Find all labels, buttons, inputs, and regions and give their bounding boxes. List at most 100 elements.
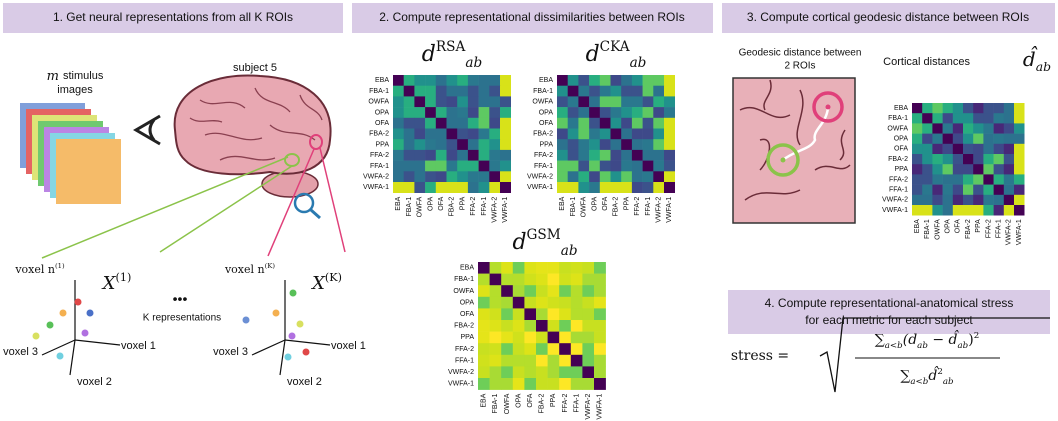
numerator-part: ab <box>917 341 928 351</box>
dhat-label-part: ab <box>1036 59 1051 74</box>
heatmap-cell <box>571 308 583 320</box>
heatmap-cell <box>524 297 536 309</box>
heatmap-cell <box>582 378 594 390</box>
heatmap-cell <box>393 129 404 140</box>
axis-top-label: voxel n(K) <box>224 262 275 276</box>
heatmap-cell <box>548 262 560 274</box>
roi-center <box>826 105 831 110</box>
axis-top-label-part: (K) <box>265 262 276 270</box>
row-label: FFA-1 <box>889 187 908 194</box>
heatmap-cell <box>983 195 994 206</box>
heatmap-cell <box>478 355 490 367</box>
heatmap-cell <box>436 107 447 118</box>
heatmap-cell <box>568 118 579 129</box>
heatmap-cell <box>1014 185 1025 196</box>
heatmap-cell <box>557 107 568 118</box>
point <box>297 321 304 328</box>
heatmap-cell <box>943 113 954 124</box>
heatmap-cell <box>611 161 622 172</box>
row-label: PPA <box>895 166 909 173</box>
row-label: EBA <box>894 105 908 112</box>
heatmap-cell <box>973 134 984 145</box>
heatmap-cell <box>932 174 943 185</box>
col-label: FFA-1 <box>645 197 652 216</box>
heatmap-cell <box>953 134 964 145</box>
heatmap-cell <box>447 171 458 182</box>
heatmap-cell <box>524 308 536 320</box>
heatmap-cell <box>447 118 458 129</box>
heatmap-cell <box>943 103 954 114</box>
heatmap-cell <box>589 150 600 161</box>
heatmap-cell <box>578 171 589 182</box>
heatmap-cell <box>490 274 502 286</box>
link-line <box>320 148 345 252</box>
step4-title: 4. Compute representational-anatomical s… <box>765 296 1014 310</box>
heatmap-cell <box>973 123 984 133</box>
heatmap-cell <box>932 195 943 206</box>
heatmap-cell <box>513 332 525 344</box>
heatmap-cell <box>973 185 984 196</box>
heatmap-cell <box>479 182 490 193</box>
heatmap-cell <box>653 118 664 129</box>
heatmap-cell <box>578 139 589 150</box>
row-label: EBA <box>539 77 553 84</box>
heatmap-cell <box>632 129 643 140</box>
metric-label-part: ab <box>465 55 482 71</box>
heatmap-cell <box>557 86 568 97</box>
heatmap-cell <box>479 107 490 118</box>
heatmap-cell <box>589 182 600 193</box>
heatmap-cell <box>500 161 511 172</box>
heatmap-cell <box>632 86 643 97</box>
axis <box>280 340 285 375</box>
heatmap-cell <box>548 297 560 309</box>
heatmap-cell <box>582 297 594 309</box>
denominator-part: 2 <box>937 367 943 377</box>
row-label: FFA-2 <box>534 152 553 159</box>
heatmap-cell <box>568 139 579 150</box>
point <box>243 317 250 324</box>
heatmap-cell <box>447 139 458 150</box>
heatmap-cell <box>994 154 1005 165</box>
heatmap-cell <box>468 107 479 118</box>
col-label: FFA-1 <box>481 197 488 216</box>
heatmap-cell <box>536 308 548 320</box>
row-label: PPA <box>461 334 475 341</box>
heatmap-cell <box>953 103 964 114</box>
col-label: FBA-1 <box>492 393 499 413</box>
heatmap-cell <box>479 139 490 150</box>
heatmap-cell <box>436 139 447 150</box>
diagram: 1. Get neural representations from all K… <box>0 0 1058 421</box>
point <box>75 299 82 306</box>
matrix-label-part: (1) <box>116 271 132 284</box>
heatmap-cell <box>548 332 560 344</box>
step3-title: 3. Compute cortical geodesic distance be… <box>747 10 1029 24</box>
row-label: EBA <box>460 265 474 272</box>
heatmap-cell <box>536 366 548 378</box>
heatmap-cell <box>932 164 943 175</box>
heatmap-cell <box>611 150 622 161</box>
geodesic-caption: 2 ROIs <box>784 61 815 72</box>
heatmap-cell <box>568 129 579 140</box>
numerator-part: (d <box>903 332 917 348</box>
heatmap-cell <box>643 86 654 97</box>
heatmap-cell <box>404 150 415 161</box>
heatmap-cell <box>536 343 548 355</box>
heatmap-cell <box>436 86 447 97</box>
heatmap-cell <box>963 205 974 216</box>
axis-label: voxel 1 <box>331 340 366 352</box>
heatmap-cell <box>932 144 943 155</box>
heatmap-cell <box>632 118 643 129</box>
roi-center <box>781 158 786 163</box>
heatmap-cell <box>536 262 548 274</box>
col-label: FBA-2 <box>613 197 620 217</box>
heatmap-cell <box>600 139 611 150</box>
row-label: OPA <box>460 299 475 306</box>
heatmap-cell <box>953 123 964 133</box>
heatmap-cell <box>632 161 643 172</box>
row-label: FBA-2 <box>369 131 389 138</box>
heatmap-cell <box>479 171 490 182</box>
heatmap-cell <box>500 139 511 150</box>
eye-pupil <box>150 120 154 140</box>
heatmap-cell <box>582 285 594 297</box>
heatmap-cell <box>425 96 436 107</box>
